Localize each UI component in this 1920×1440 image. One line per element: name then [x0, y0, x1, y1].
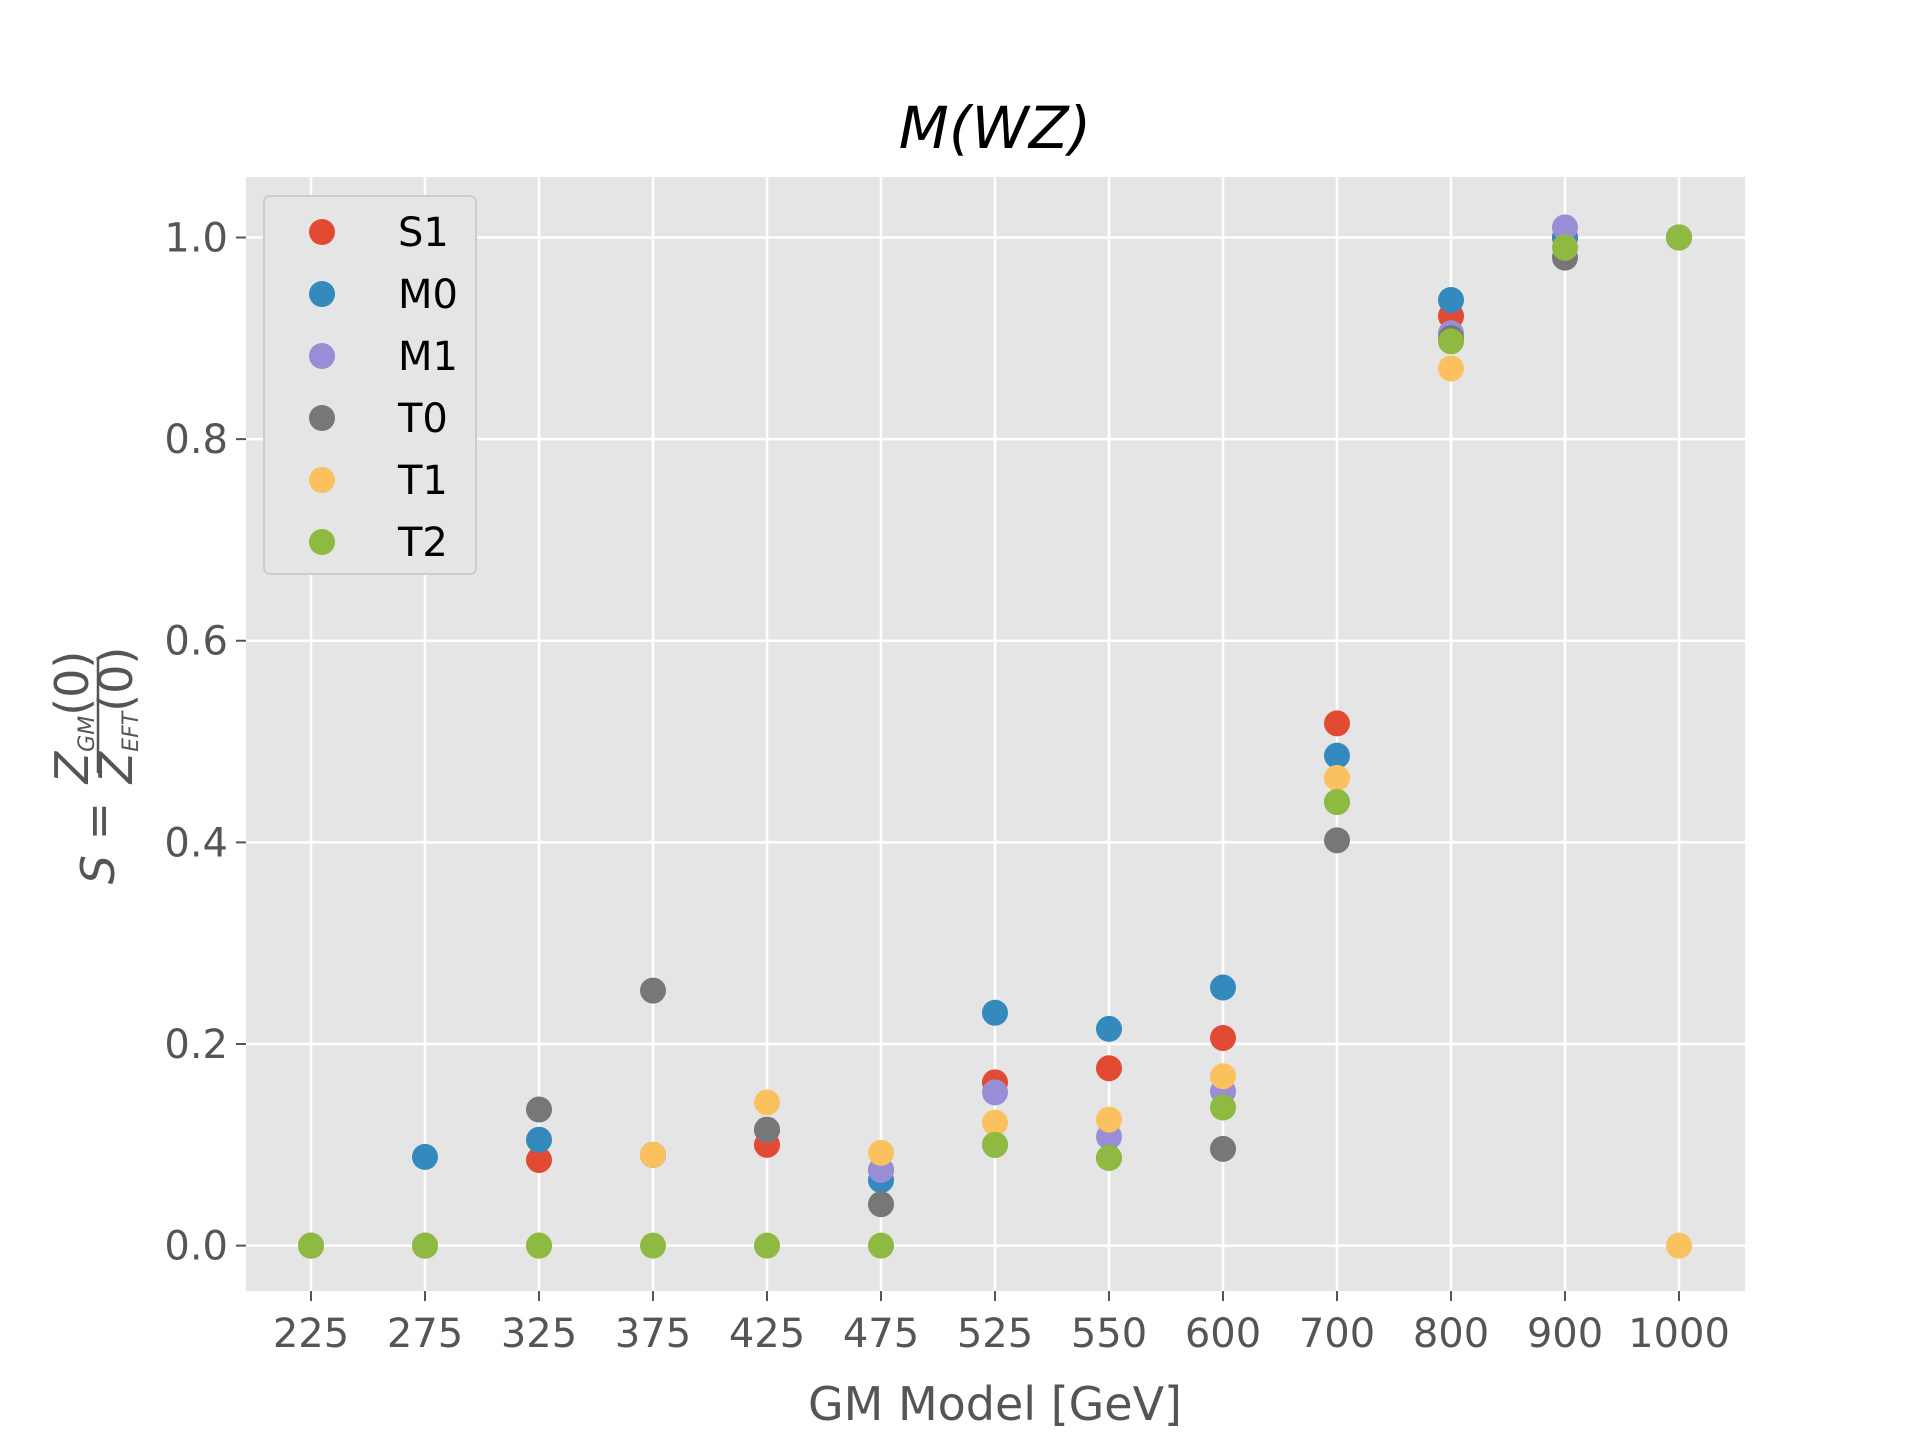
data-point-s1	[1096, 1055, 1122, 1082]
legend-label-t0: T0	[397, 396, 448, 442]
y-tick-label: 0.8	[164, 417, 228, 463]
x-tick-label: 275	[387, 1311, 463, 1357]
y-axis-label: S = ZGM(0) ZEFT(0)	[45, 647, 144, 885]
data-point-t1	[982, 1109, 1008, 1136]
legend-label-t2: T2	[397, 520, 448, 566]
data-point-m0	[526, 1126, 552, 1153]
data-point-t1	[640, 1141, 666, 1168]
x-axis-label: GM Model [GeV]	[808, 1377, 1182, 1431]
data-point-m0	[1438, 286, 1464, 313]
x-tick-label: 225	[273, 1311, 349, 1357]
data-point-t2	[412, 1232, 438, 1259]
legend-entries: S1 M0 M1 T0 T1 T2	[309, 210, 458, 566]
x-tick-label: 800	[1413, 1311, 1489, 1357]
data-point-t0	[754, 1116, 780, 1143]
data-point-t0	[526, 1096, 552, 1123]
data-point-m1	[982, 1079, 1008, 1106]
y-ticks: 0.0 0.2 0.4 0.6 0.8 1.0	[164, 215, 246, 1270]
y-axis-label-numerator-tail: (0)	[45, 651, 99, 716]
y-axis-label-denominator-sub: EFT	[119, 710, 144, 752]
y-tick-label: 0.6	[164, 619, 228, 665]
data-point-s1	[526, 1146, 552, 1173]
legend-label-m1: M1	[398, 334, 458, 380]
y-tick-label: 1.0	[164, 215, 228, 261]
y-tick-label: 0.0	[164, 1224, 228, 1270]
legend-marker-t2	[309, 529, 335, 555]
legend-label-s1: S1	[398, 210, 449, 256]
x-tick-label: 325	[501, 1311, 577, 1357]
x-tick-label: 900	[1527, 1311, 1603, 1357]
legend: S1 M0 M1 T0 T1 T2	[263, 195, 477, 575]
data-point-t2	[1438, 328, 1464, 355]
data-point-t1	[1096, 1106, 1122, 1133]
data-point-m0	[1096, 1015, 1122, 1042]
x-tick-label: 425	[729, 1311, 805, 1357]
data-point-m0	[1324, 742, 1350, 769]
data-point-t2	[1096, 1144, 1122, 1171]
data-point-m0	[412, 1143, 438, 1170]
x-tick-label: 1000	[1628, 1311, 1730, 1357]
x-tick-label: 375	[615, 1311, 691, 1357]
legend-marker-t0	[309, 405, 335, 431]
data-point-t1	[754, 1089, 780, 1116]
data-point-t2	[1210, 1094, 1236, 1121]
data-point-t2	[1324, 789, 1350, 816]
data-point-t2	[1552, 234, 1578, 261]
x-ticks: 225 275 325 375 425 475 525 550 600 700 800 900 1000	[273, 1291, 1730, 1357]
data-point-t1	[868, 1139, 894, 1166]
data-point-t2	[1666, 224, 1692, 251]
data-points	[298, 214, 1692, 1259]
data-point-t1	[1666, 1232, 1692, 1259]
x-tick-label: 600	[1185, 1311, 1261, 1357]
legend-marker-t1	[309, 467, 335, 493]
legend-marker-m0	[309, 281, 335, 307]
y-tick-label: 0.4	[164, 820, 228, 866]
data-point-t2	[982, 1131, 1008, 1158]
data-point-t2	[526, 1232, 552, 1259]
legend-marker-s1	[309, 219, 335, 245]
data-point-t2	[868, 1232, 894, 1259]
data-point-t1	[1438, 355, 1464, 382]
x-tick-label: 550	[1071, 1311, 1147, 1357]
y-axis-label-numerator-z: Z	[45, 750, 99, 785]
data-point-s1	[1210, 1024, 1236, 1051]
data-point-t1	[1324, 764, 1350, 791]
y-axis-label-numerator-sub: GM	[75, 716, 100, 752]
y-tick-label: 0.2	[164, 1022, 228, 1068]
data-point-t0	[868, 1191, 894, 1218]
chart-title: M(WZ)	[899, 94, 1091, 162]
data-point-s1	[1324, 710, 1350, 737]
data-point-t2	[298, 1232, 324, 1259]
data-point-t2	[640, 1232, 666, 1259]
y-axis-label-denominator-tail: (0)	[89, 647, 143, 712]
y-axis-label-numerator: ZGM(0)	[45, 651, 100, 786]
legend-marker-m1	[309, 343, 335, 369]
data-point-m1	[1552, 214, 1578, 241]
y-axis-label-lhs: S =	[71, 802, 125, 884]
y-axis-label-denominator-z: Z	[89, 750, 143, 785]
legend-label-t1: T1	[397, 458, 448, 504]
data-point-m0	[1210, 974, 1236, 1001]
data-point-t2	[754, 1232, 780, 1259]
x-tick-label: 700	[1299, 1311, 1375, 1357]
data-point-t1	[1210, 1063, 1236, 1090]
x-tick-label: 525	[957, 1311, 1033, 1357]
x-tick-label: 475	[843, 1311, 919, 1357]
y-axis-label-denominator: ZEFT(0)	[89, 647, 144, 786]
data-point-t0	[1324, 827, 1350, 854]
data-point-t0	[1210, 1135, 1236, 1162]
legend-label-m0: M0	[398, 272, 458, 318]
data-point-t0	[640, 977, 666, 1004]
data-point-m0	[982, 999, 1008, 1026]
